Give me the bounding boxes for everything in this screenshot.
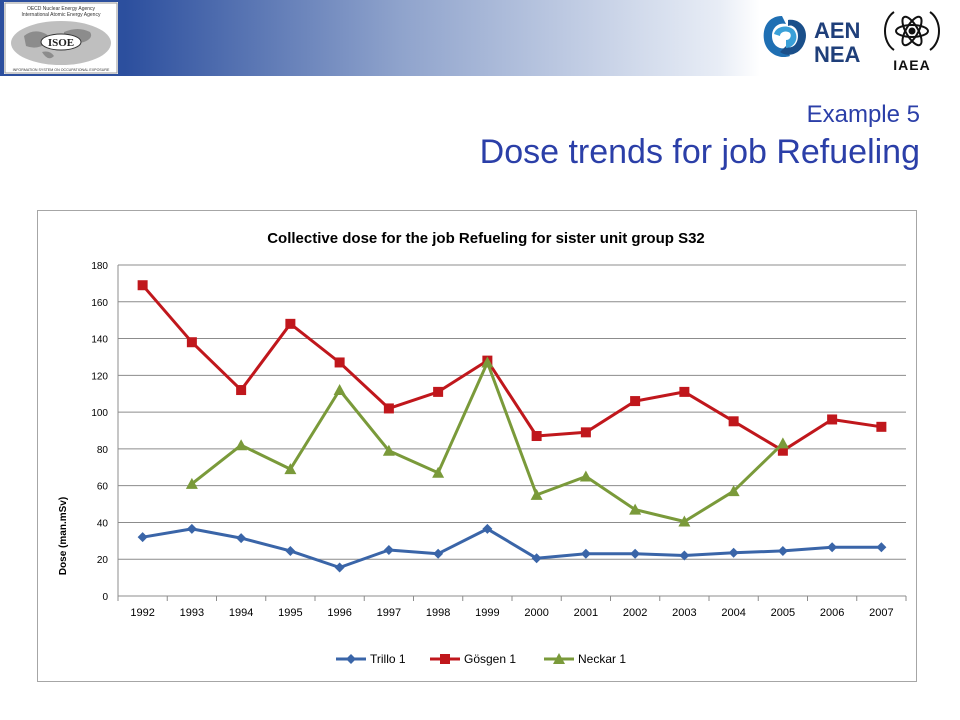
- data-point-2: [334, 357, 345, 368]
- x-tick-label: 1996: [327, 607, 351, 619]
- data-point-1: [334, 562, 345, 573]
- data-point-1: [679, 550, 690, 561]
- data-point-1: [728, 547, 739, 558]
- data-point-1: [433, 548, 444, 559]
- x-tick-label: 1998: [426, 607, 450, 619]
- data-point-1: [777, 545, 788, 556]
- data-point-3: [678, 515, 691, 527]
- y-tick-label: 120: [91, 371, 108, 382]
- x-tick-label: 2002: [623, 607, 647, 619]
- data-point-2: [236, 385, 247, 396]
- data-point-2: [777, 445, 788, 456]
- series-line-2: [141, 284, 882, 453]
- data-point-2: [728, 416, 739, 427]
- data-point-3: [235, 439, 248, 451]
- data-point-3: [727, 485, 740, 497]
- x-tick-label: 2004: [721, 607, 745, 619]
- legend-label-1: Trillo 1: [370, 652, 406, 666]
- y-tick-label: 40: [97, 518, 109, 529]
- header-banner: OECD Nuclear Energy Agency International…: [0, 0, 960, 76]
- x-tick-label: 2001: [574, 607, 598, 619]
- data-point-2: [580, 427, 591, 438]
- series-line-1: [142, 527, 882, 569]
- data-point-3: [776, 437, 789, 449]
- data-point-1: [827, 542, 838, 553]
- data-point-2: [630, 396, 641, 407]
- data-point-1: [285, 545, 296, 556]
- data-point-3: [530, 488, 543, 500]
- data-point-2: [285, 318, 296, 329]
- y-tick-label: 180: [91, 261, 108, 272]
- iaea-label: IAEA: [893, 57, 930, 73]
- isoe-label: ISOE: [48, 37, 74, 49]
- data-point-2: [433, 386, 444, 397]
- x-tick-label: 1999: [475, 607, 499, 619]
- x-tick-label: 1993: [180, 607, 204, 619]
- nea-line1: AEN: [814, 18, 860, 43]
- data-point-3: [629, 503, 642, 515]
- slide-title: Dose trends for job Refueling: [479, 133, 920, 171]
- data-point-3: [333, 384, 346, 396]
- data-point-3: [481, 356, 494, 368]
- y-tick-label: 80: [97, 445, 109, 456]
- data-point-2: [679, 386, 690, 397]
- data-point-1: [186, 523, 197, 534]
- data-point-2: [531, 431, 542, 442]
- x-tick-label: 1995: [278, 607, 302, 619]
- data-point-1: [630, 548, 641, 559]
- line-chart: Collective dose for the job Refueling fo…: [58, 230, 907, 666]
- chart-title: Collective dose for the job Refueling fo…: [267, 230, 705, 247]
- y-tick-label: 20: [97, 555, 109, 566]
- x-tick-label: 2006: [820, 607, 844, 619]
- legend-marker-2: [440, 654, 450, 664]
- data-point-3: [432, 466, 445, 478]
- y-axis-label: Dose (man.mSv): [58, 497, 69, 575]
- legend-marker-3: [553, 653, 565, 664]
- y-tick-label: 60: [97, 482, 109, 493]
- data-point-3: [284, 463, 297, 475]
- slide-title-block: Example 5 Dose trends for job Refueling: [480, 100, 920, 174]
- data-point-1: [876, 542, 887, 553]
- isoe-logo: OECD Nuclear Energy Agency International…: [4, 2, 118, 74]
- isoe-small-text-1: OECD Nuclear Energy Agency: [27, 6, 96, 12]
- legend-marker-1: [346, 654, 356, 664]
- data-point-2: [876, 421, 887, 432]
- y-tick-label: 0: [102, 592, 108, 603]
- iaea-atom-icon: [884, 11, 940, 51]
- series-line-3: [190, 361, 784, 523]
- isoe-caption: INFORMATION SYSTEM ON OCCUPATIONAL EXPOS…: [13, 68, 110, 72]
- y-tick-label: 160: [91, 298, 108, 309]
- iaea-logo: IAEA: [876, 4, 948, 74]
- data-point-1: [137, 532, 148, 543]
- isoe-small-text-2: International Atomic Energy Agency: [22, 12, 101, 18]
- data-point-2: [383, 403, 394, 414]
- data-point-3: [382, 444, 395, 456]
- x-tick-label: 2000: [524, 607, 548, 619]
- data-point-2: [827, 414, 838, 425]
- x-tick-label: 1994: [229, 607, 253, 619]
- x-tick-label: 1997: [377, 607, 401, 619]
- data-point-1: [580, 548, 591, 559]
- x-tick-label: 1992: [130, 607, 154, 619]
- data-point-3: [579, 470, 592, 482]
- x-tick-label: 2003: [672, 607, 696, 619]
- x-tick-label: 2005: [771, 607, 795, 619]
- legend-label-2: Gösgen 1: [464, 652, 516, 666]
- chart-frame: Collective dose for the job Refueling fo…: [37, 210, 917, 682]
- data-point-1: [531, 553, 542, 564]
- slide-subtitle: Example 5: [806, 101, 920, 128]
- y-tick-label: 100: [91, 408, 108, 419]
- data-point-1: [236, 533, 247, 544]
- data-point-3: [185, 477, 198, 489]
- legend-label-3: Neckar 1: [578, 652, 626, 666]
- data-point-2: [137, 280, 148, 291]
- data-point-2: [186, 337, 197, 348]
- data-point-1: [482, 523, 493, 534]
- nea-emblem-icon: [763, 16, 807, 58]
- x-tick-label: 2007: [869, 607, 893, 619]
- nea-logo: AEN NEA: [758, 8, 868, 68]
- nea-line2: NEA: [814, 42, 861, 67]
- y-tick-label: 140: [91, 335, 108, 346]
- data-point-1: [383, 545, 394, 556]
